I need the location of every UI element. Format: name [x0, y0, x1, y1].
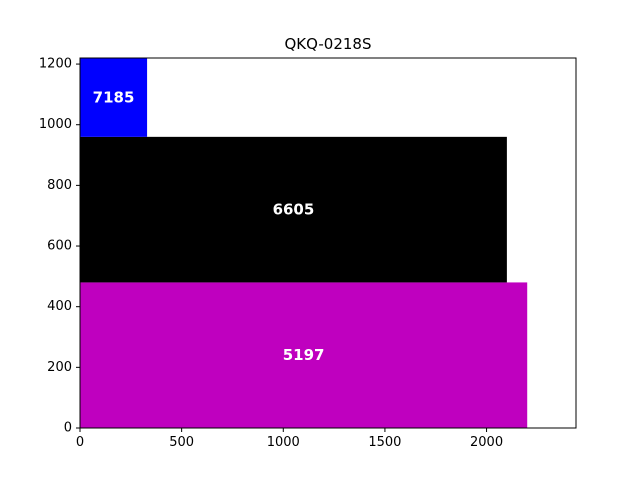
x-tick-label: 2000	[470, 435, 503, 450]
y-tick-label: 200	[47, 360, 72, 375]
x-tick-label: 1500	[368, 435, 401, 450]
treemap-rect-5197	[80, 282, 528, 428]
y-tick-label: 0	[64, 421, 72, 436]
y-tick-label: 1000	[39, 117, 72, 132]
y-tick-label: 800	[47, 178, 72, 193]
treemap-label-5197: 5197	[283, 346, 325, 364]
y-tick-label: 1200	[39, 57, 72, 72]
treemap-rect-7185	[80, 58, 148, 137]
treemap-label-7185: 7185	[93, 88, 135, 106]
y-tick-label: 400	[47, 299, 72, 314]
chart-marks: 5197 6605 7185	[80, 58, 528, 428]
plot-frame	[79, 57, 577, 429]
x-tick-label: 500	[169, 435, 194, 450]
y-axis: 0 200 400 600 800 1000 1200	[39, 57, 80, 436]
treemap-rect-6605	[80, 136, 507, 283]
x-tick-label: 1000	[267, 435, 300, 450]
x-axis: 0 500 1000 1500 2000	[76, 428, 503, 450]
treemap-label-6605: 6605	[273, 201, 315, 219]
y-tick-label: 600	[47, 239, 72, 254]
chart-title: QKQ-0218S	[285, 35, 372, 53]
x-tick-label: 0	[76, 435, 84, 450]
